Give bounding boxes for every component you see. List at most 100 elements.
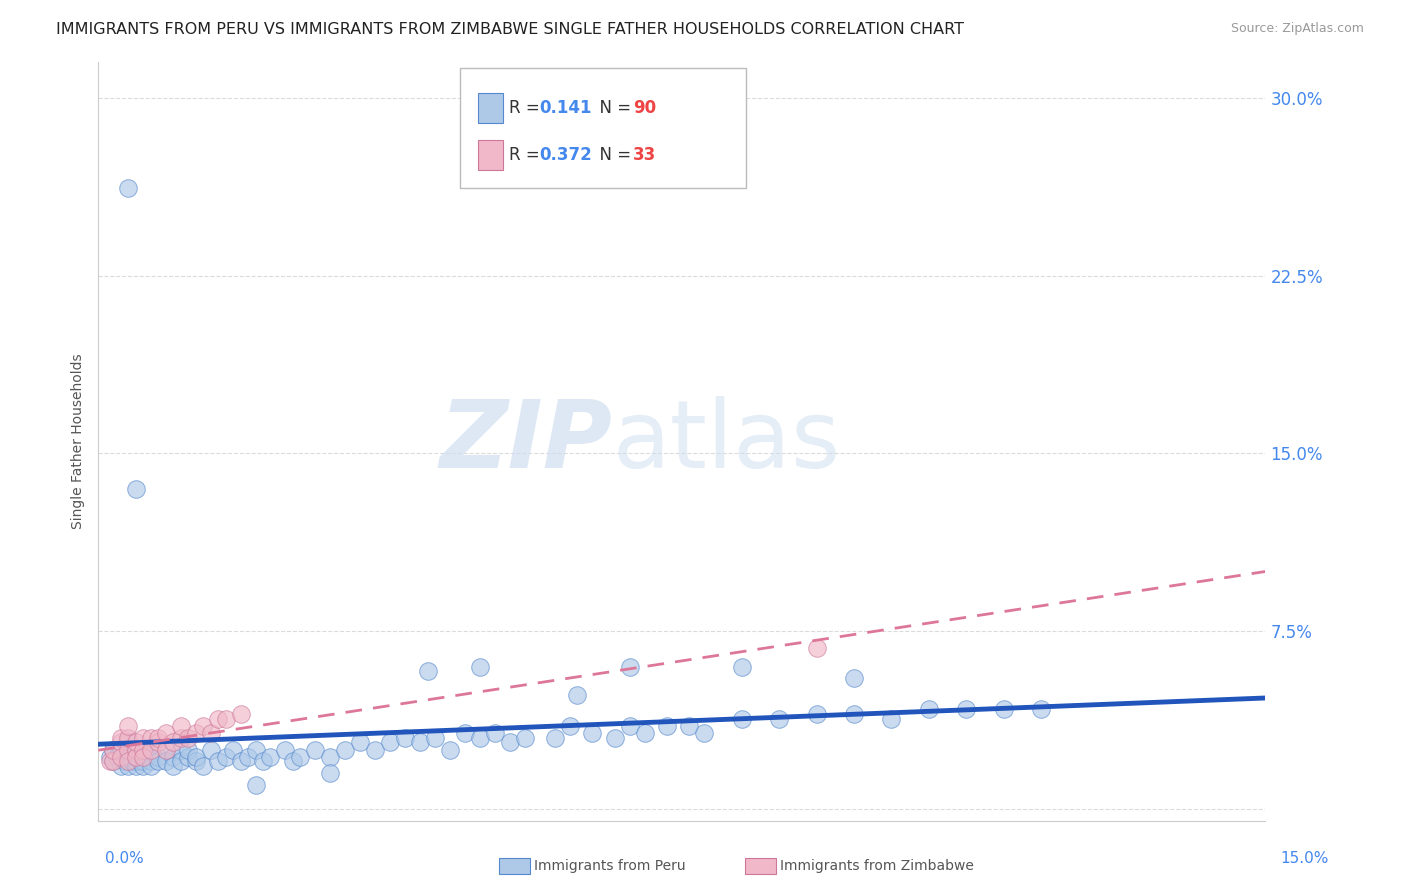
- Point: [177, 731, 200, 745]
- Point: [139, 755, 162, 769]
- Point: [125, 482, 148, 496]
- Point: [484, 726, 506, 740]
- Point: [184, 749, 207, 764]
- Point: [678, 719, 700, 733]
- Point: [117, 181, 139, 195]
- Point: [184, 726, 207, 740]
- Point: [125, 755, 148, 769]
- Point: [103, 742, 125, 756]
- Point: [162, 759, 184, 773]
- Point: [1029, 702, 1052, 716]
- Text: R =: R =: [509, 99, 546, 117]
- Point: [993, 702, 1015, 716]
- Point: [290, 749, 312, 764]
- Point: [955, 702, 977, 716]
- Point: [229, 706, 252, 721]
- Point: [148, 755, 170, 769]
- Point: [880, 712, 903, 726]
- Point: [731, 659, 754, 673]
- Bar: [478, 93, 503, 123]
- Point: [117, 755, 139, 769]
- Point: [191, 719, 214, 733]
- FancyBboxPatch shape: [460, 68, 747, 187]
- Point: [252, 755, 274, 769]
- Point: [177, 742, 200, 756]
- Point: [170, 731, 193, 745]
- Text: IMMIGRANTS FROM PERU VS IMMIGRANTS FROM ZIMBABWE SINGLE FATHER HOUSEHOLDS CORREL: IMMIGRANTS FROM PERU VS IMMIGRANTS FROM …: [56, 22, 965, 37]
- Point: [468, 659, 491, 673]
- Point: [155, 755, 177, 769]
- Point: [200, 742, 222, 756]
- Point: [170, 719, 193, 733]
- Point: [207, 755, 229, 769]
- Point: [693, 726, 716, 740]
- Point: [136, 749, 159, 764]
- Point: [177, 749, 200, 764]
- Point: [214, 749, 236, 764]
- Point: [148, 731, 170, 745]
- Point: [423, 731, 446, 745]
- Point: [544, 731, 567, 745]
- Point: [806, 706, 828, 721]
- Point: [842, 672, 865, 686]
- Point: [132, 742, 155, 756]
- Point: [619, 659, 641, 673]
- Bar: [478, 140, 503, 170]
- Text: R =: R =: [509, 146, 546, 164]
- Point: [319, 766, 342, 780]
- Point: [132, 755, 155, 769]
- Point: [619, 719, 641, 733]
- Point: [229, 755, 252, 769]
- Text: ZIP: ZIP: [439, 395, 612, 488]
- Point: [200, 726, 222, 740]
- Point: [245, 742, 267, 756]
- Point: [304, 742, 326, 756]
- Point: [110, 759, 132, 773]
- Text: 33: 33: [633, 146, 657, 164]
- Point: [394, 731, 416, 745]
- Text: 90: 90: [633, 99, 657, 117]
- Text: N =: N =: [589, 146, 636, 164]
- Point: [103, 755, 125, 769]
- Point: [259, 749, 281, 764]
- Point: [567, 688, 589, 702]
- Text: 0.372: 0.372: [540, 146, 592, 164]
- Text: 0.141: 0.141: [540, 99, 592, 117]
- Point: [125, 749, 148, 764]
- Point: [128, 755, 150, 769]
- Point: [581, 726, 603, 740]
- Point: [603, 731, 626, 745]
- Point: [454, 726, 477, 740]
- Text: atlas: atlas: [612, 395, 841, 488]
- Point: [274, 742, 297, 756]
- Point: [132, 749, 155, 764]
- Point: [132, 759, 155, 773]
- Point: [110, 731, 132, 745]
- Point: [155, 742, 177, 756]
- Y-axis label: Single Father Households: Single Father Households: [72, 354, 86, 529]
- Point: [768, 712, 790, 726]
- Point: [148, 735, 170, 749]
- Text: Immigrants from Peru: Immigrants from Peru: [534, 859, 686, 873]
- Point: [335, 742, 357, 756]
- Point: [499, 735, 522, 749]
- Point: [364, 742, 387, 756]
- Point: [125, 759, 148, 773]
- Point: [139, 759, 162, 773]
- Point: [633, 726, 655, 740]
- Point: [468, 731, 491, 745]
- Point: [117, 742, 139, 756]
- Point: [155, 742, 177, 756]
- Point: [207, 712, 229, 726]
- Point: [170, 755, 193, 769]
- Point: [236, 749, 259, 764]
- Point: [513, 731, 536, 745]
- Point: [125, 735, 148, 749]
- Point: [103, 742, 125, 756]
- Point: [222, 742, 245, 756]
- Point: [117, 759, 139, 773]
- Point: [148, 749, 170, 764]
- Point: [655, 719, 678, 733]
- Point: [139, 731, 162, 745]
- Point: [245, 778, 267, 792]
